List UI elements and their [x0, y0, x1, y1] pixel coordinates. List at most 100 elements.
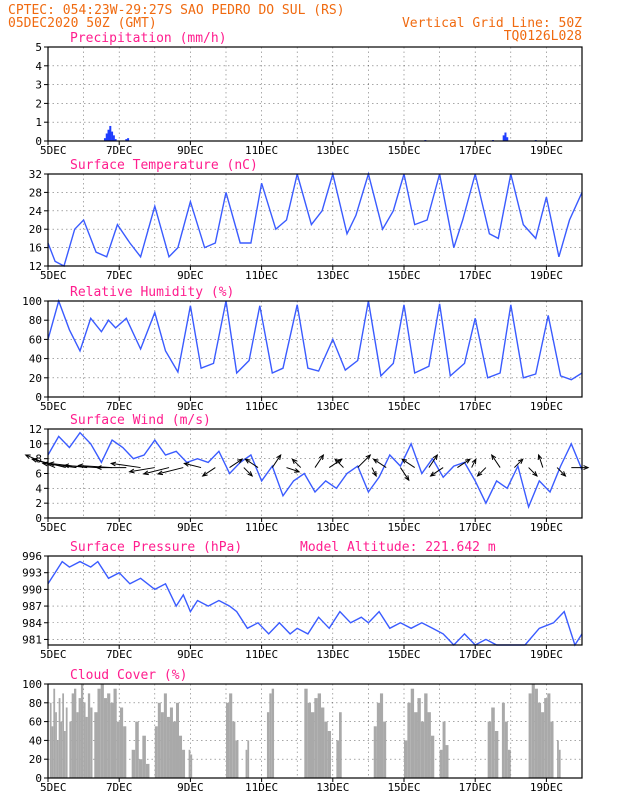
cloud-cover-bar — [324, 721, 328, 778]
y-tick-label: 80 — [29, 697, 42, 710]
x-tick-label: 7DEC — [106, 144, 133, 157]
cloud-cover-bar — [107, 693, 111, 778]
x-tick-label: 9DEC — [177, 521, 204, 534]
cloud-cover-bar — [76, 712, 79, 778]
precip-bar — [506, 137, 509, 141]
cloud-cover-bar — [321, 707, 325, 778]
wind-vector-arrowhead — [247, 471, 254, 477]
cloud-cover-bar — [404, 740, 408, 778]
cloud-cover-bar — [317, 693, 322, 778]
x-tick-label: 17DEC — [459, 144, 492, 157]
precip-bar — [112, 135, 115, 141]
cloud-cover-bar — [80, 684, 84, 778]
cloud-cover-bar — [160, 712, 164, 778]
y-tick-label: 4 — [35, 482, 42, 495]
cloud-cover-bar — [537, 702, 542, 778]
panel-frame — [47, 683, 583, 779]
wind-vector-arrowhead — [77, 463, 84, 469]
cloud-cover-bar — [166, 716, 170, 778]
x-tick-label: 11DEC — [245, 648, 278, 661]
wind-vector-arrowhead — [372, 470, 377, 478]
cloud-cover-bar — [491, 707, 495, 778]
x-tick-label: 15DEC — [387, 400, 420, 413]
y-tick-label: 100 — [22, 295, 42, 308]
cloud-cover-bar — [87, 693, 91, 778]
cloud-cover-bar — [190, 754, 193, 778]
cloud-cover-bar — [90, 707, 93, 778]
x-tick-label: 15DEC — [387, 781, 420, 794]
cloud-cover-bar — [138, 759, 143, 778]
wind-vector — [457, 458, 471, 468]
x-tick-label: 7DEC — [106, 269, 133, 282]
precip-bar — [127, 138, 130, 141]
cloud-cover-bar — [414, 712, 418, 778]
x-tick-label: 13DEC — [316, 781, 349, 794]
y-tick-label: 981 — [22, 633, 42, 646]
series-line-temperature — [47, 171, 583, 268]
precip-bar — [114, 139, 117, 141]
x-tick-label: 9DEC — [177, 144, 204, 157]
x-tick-label: 17DEC — [459, 781, 492, 794]
cloud-cover-bar — [110, 702, 114, 778]
x-tick-label: 13DEC — [316, 648, 349, 661]
wind-vector — [556, 467, 566, 477]
wind-vector-arrowhead — [517, 458, 524, 464]
x-tick-label: 17DEC — [459, 648, 492, 661]
x-tick-label: 13DEC — [316, 269, 349, 282]
wind-vector-arrowhead — [237, 458, 244, 464]
cloud-cover-bar — [339, 712, 342, 778]
x-tick-label: 5DEC — [40, 144, 67, 157]
y-tick-label: 10 — [29, 438, 42, 451]
wind-vector-arrowhead — [583, 465, 590, 470]
wind-vector-arrowhead — [291, 458, 298, 464]
wind-vector-arrowhead — [476, 471, 483, 477]
wind-vector-arrowhead — [490, 453, 497, 460]
cloud-cover-bar — [541, 712, 545, 778]
wind-vector — [538, 454, 544, 468]
wind-vector-arrowhead — [30, 457, 38, 463]
wind-vector — [202, 467, 216, 477]
wind-vector — [400, 467, 410, 481]
wind-vector — [514, 458, 524, 468]
cloud-cover-bar — [157, 702, 161, 778]
y-tick-label: 4 — [35, 60, 42, 73]
wind-vector — [334, 458, 344, 468]
cloud-cover-bar — [113, 688, 117, 778]
wind-vector-arrowhead — [183, 462, 190, 467]
y-tick-label: 2 — [35, 97, 42, 110]
cloud-cover-bar — [424, 693, 428, 778]
cloud-cover-bar — [531, 684, 535, 778]
wind-vector-arrowhead — [24, 454, 31, 459]
precip-bar — [111, 131, 114, 141]
cloud-cover-bar — [442, 721, 446, 778]
header-model-code: TQ0126L028 — [504, 29, 582, 44]
x-tick-label: 7DEC — [106, 648, 133, 661]
y-tick-label: 40 — [29, 734, 42, 747]
cloud-cover-bar — [547, 693, 551, 778]
wind-vector — [157, 467, 184, 475]
cloud-cover-bar — [504, 721, 508, 778]
wind-vector-arrowhead — [48, 461, 55, 467]
series-line-wind — [47, 431, 583, 510]
y-tick-label: 12 — [29, 260, 42, 273]
x-tick-label: 11DEC — [245, 781, 278, 794]
wind-vector — [430, 467, 444, 477]
cloud-cover-bar — [557, 740, 559, 778]
cloud-cover-bar — [71, 693, 74, 778]
x-tick-label: 5DEC — [40, 648, 67, 661]
wind-vector — [143, 467, 170, 475]
y-tick-label: 984 — [22, 617, 42, 630]
cloud-cover-bar — [232, 721, 236, 778]
panel-temperature: 5DEC 7DEC 9DEC 11DEC 13DEC 15DEC 17DEC 19DEC 12 1… — [29, 158, 583, 282]
cloud-cover-bar — [172, 721, 176, 778]
panel-title: Surface Pressure (hPa) — [70, 540, 242, 555]
cloud-cover-bar — [534, 688, 538, 778]
y-tick-label: 1 — [35, 116, 42, 129]
wind-vector-arrowhead — [365, 454, 372, 460]
y-tick-label: 8 — [35, 453, 42, 466]
panel-cloud: 5DEC 7DEC 9DEC 11DEC 13DEC 15DEC 17DEC 19DEC 0 20… — [22, 668, 583, 794]
wind-vector-arrowhead — [471, 458, 477, 465]
x-tick-label: 15DEC — [387, 269, 420, 282]
cloud-cover-bar — [410, 688, 415, 778]
wind-vector — [357, 454, 371, 468]
